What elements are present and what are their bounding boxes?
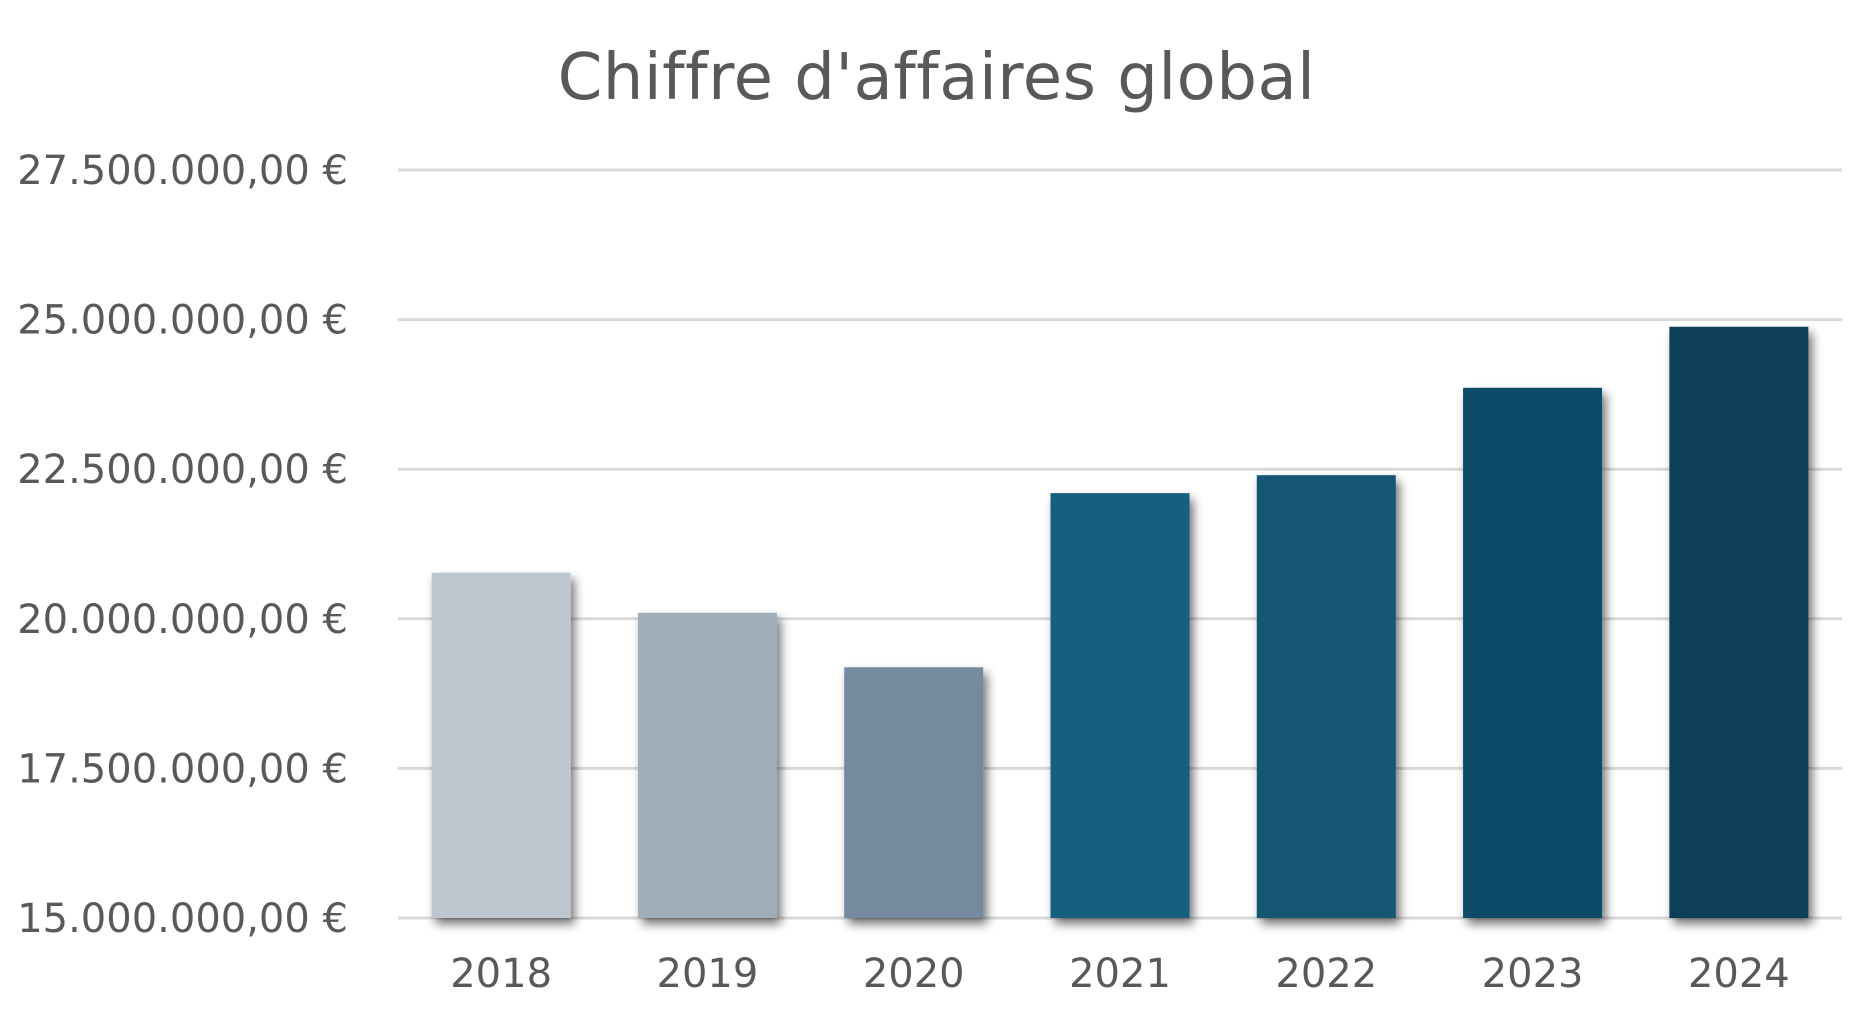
bars (431, 326, 1809, 919)
bar-2021 (1050, 493, 1190, 918)
bar-2020 (844, 667, 984, 918)
x-axis: 2018 2019 2020 2021 2022 2023 2024 (450, 951, 1790, 997)
x-tick-label-2019: 2019 (657, 951, 759, 997)
y-tick-label: 15.000.000,00 € (17, 896, 348, 942)
y-tick-label: 17.500.000,00 € (17, 746, 348, 792)
x-tick-label-2022: 2022 (1275, 951, 1377, 997)
bar-2022 (1256, 475, 1396, 918)
chart-title: Chiffre d'affaires global (557, 41, 1316, 115)
bar-2023 (1463, 387, 1603, 918)
x-tick-label-2018: 2018 (450, 951, 552, 997)
bar-2018 (431, 572, 571, 918)
y-axis: 15.000.000,00 € 17.500.000,00 € 20.000.000… (17, 148, 348, 942)
x-tick-label-2020: 2020 (863, 951, 965, 997)
y-tick-label: 27.500.000,00 € (17, 148, 348, 194)
y-tick-label: 25.000.000,00 € (17, 298, 348, 344)
bar-2024 (1669, 326, 1809, 919)
x-tick-label-2024: 2024 (1688, 951, 1790, 997)
x-tick-label-2021: 2021 (1069, 951, 1171, 997)
bar-2019 (637, 612, 777, 918)
y-tick-label: 20.000.000,00 € (17, 597, 348, 643)
x-tick-label-2023: 2023 (1482, 951, 1584, 997)
y-tick-label: 22.500.000,00 € (17, 447, 348, 493)
